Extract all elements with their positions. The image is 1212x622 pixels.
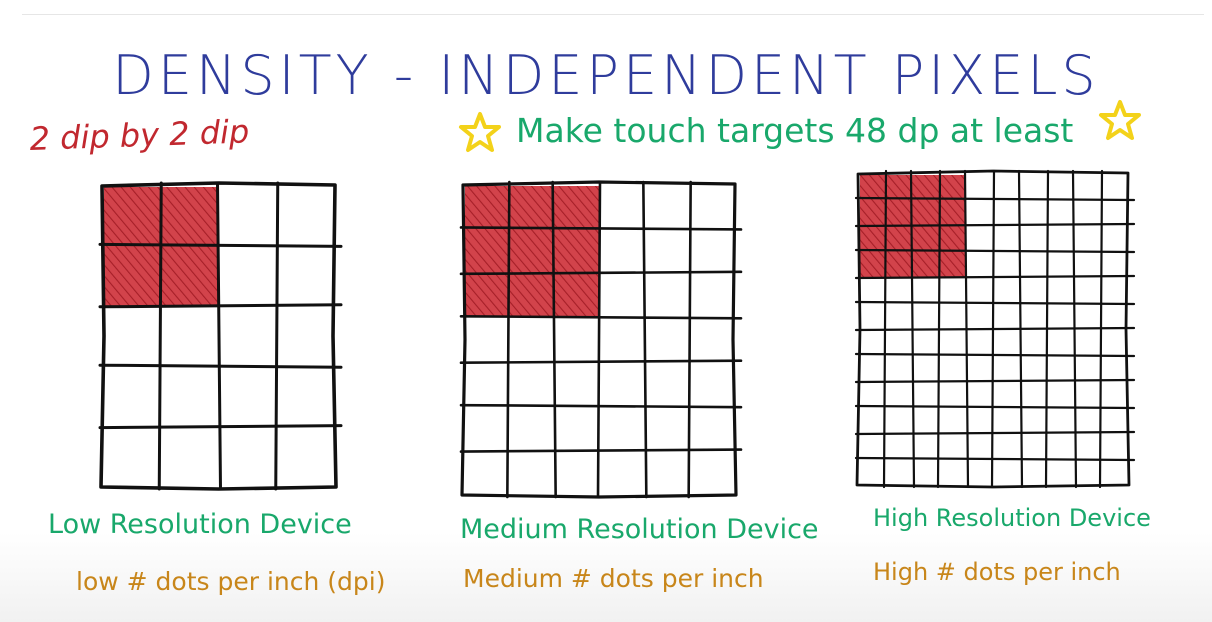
touch-target-tip: Make touch targets 48 dp at least (516, 111, 1073, 150)
grid-line (854, 456, 1136, 462)
size-note: 2 dip by 2 dip (29, 112, 250, 158)
grid-line (854, 274, 1136, 280)
grid-line (98, 363, 343, 369)
grid-line (854, 248, 1136, 254)
grid-line (854, 300, 1136, 306)
grid-line (642, 180, 648, 499)
grid-border (460, 180, 738, 499)
device-label-high: High Resolution Device (873, 504, 1151, 532)
dpi-label-medium: Medium # dots per inch (463, 564, 764, 593)
dpi-label-low: low # dots per inch (dpi) (76, 567, 385, 596)
grid-line (596, 180, 602, 499)
low-resolution-grid (98, 181, 343, 491)
grid-line (854, 378, 1136, 384)
grid-line (854, 352, 1136, 358)
grid-line (459, 403, 743, 409)
grid-line (854, 222, 1136, 228)
grid-line (98, 303, 343, 309)
dpi-label-high: High # dots per inch (873, 558, 1121, 586)
star-icon (1099, 100, 1141, 140)
grid-line (98, 242, 343, 248)
grid-line (459, 448, 743, 453)
top-divider (22, 14, 1204, 15)
grid-line (157, 181, 163, 491)
grid-line (687, 180, 692, 499)
grid-line (854, 430, 1136, 436)
page-title: DENSITY - INDEPENDENT PIXELS (112, 44, 1099, 107)
filled-dip-area (465, 186, 599, 318)
grid-line (854, 326, 1136, 332)
grid-line (551, 180, 557, 499)
grid-line (506, 180, 511, 499)
bottom-shade (0, 532, 1212, 622)
grid-line (216, 181, 222, 491)
grid-border (855, 169, 1131, 489)
medium-resolution-grid (459, 180, 743, 499)
device-label-medium: Medium Resolution Device (460, 514, 819, 545)
grid-line (459, 359, 743, 365)
grid-line (459, 270, 743, 276)
grid-line (854, 196, 1136, 202)
grid-line (459, 314, 743, 320)
grid-line (274, 181, 280, 491)
star-icon (459, 112, 501, 152)
grid-border (99, 181, 338, 491)
device-label-low: Low Resolution Device (48, 509, 352, 540)
grid-line (459, 226, 743, 231)
grid-line (854, 404, 1136, 410)
grid-line (98, 424, 343, 430)
high-resolution-grid (854, 169, 1136, 489)
